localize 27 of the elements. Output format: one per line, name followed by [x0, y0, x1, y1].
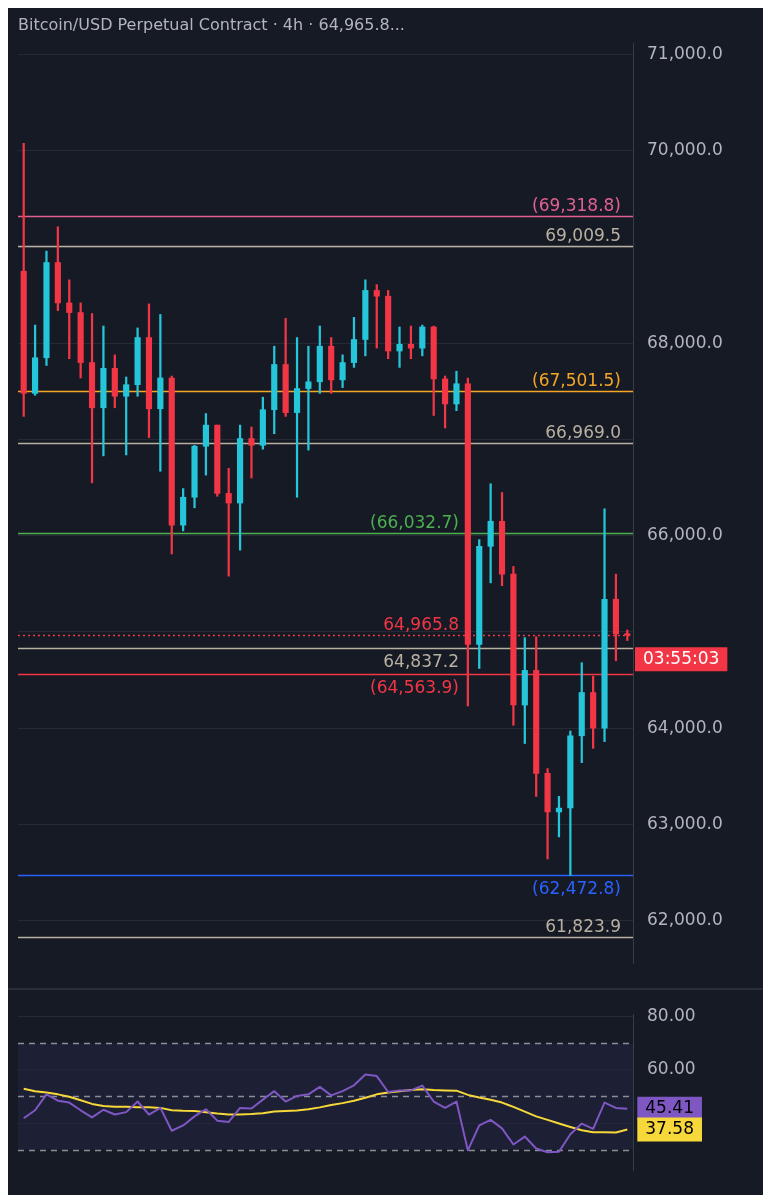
candlestick	[248, 426, 255, 479]
ref-line-label: (67,501.5)	[532, 370, 621, 391]
chart-title: Bitcoin/USD Perpetual Contract · 4h · 64,965.8...	[18, 14, 405, 34]
y-tick-label: 68,000.0	[647, 331, 723, 352]
ref-line-label: 69,009.5	[545, 225, 621, 246]
candlestick	[396, 326, 403, 368]
text: 03:55:03	[643, 647, 720, 668]
y-tick-label: 62,000.0	[647, 908, 723, 929]
ref-line-label: 61,823.9	[545, 916, 621, 937]
ref-line-label: (69,318.8)	[532, 195, 621, 216]
ref-line-label: 64,837.2	[383, 650, 459, 671]
y-tick-label: 64,000.0	[647, 716, 723, 737]
candlestick	[100, 325, 107, 457]
ref-line-label: (62,472.8)	[532, 878, 621, 899]
y-tick-label: 80.00	[647, 1005, 696, 1026]
data-label: 37.58	[645, 1117, 694, 1138]
y-tick-label: 63,000.0	[647, 812, 723, 833]
ref-line-label: (64,563.9)	[370, 676, 459, 697]
ref-line-label: 64,965.8	[383, 614, 459, 635]
y-tick-label: 71,000.0	[647, 43, 723, 64]
ref-line-label: (66,032.7)	[370, 511, 459, 532]
y-tick-label: 70,000.0	[647, 139, 723, 160]
y-tick-label: 60.00	[647, 1058, 696, 1079]
ref-line-label: 66,969.0	[545, 421, 621, 442]
candlestick	[305, 345, 312, 451]
y-tick-label: 66,000.0	[647, 524, 723, 545]
data-label: 45.41	[645, 1097, 694, 1118]
